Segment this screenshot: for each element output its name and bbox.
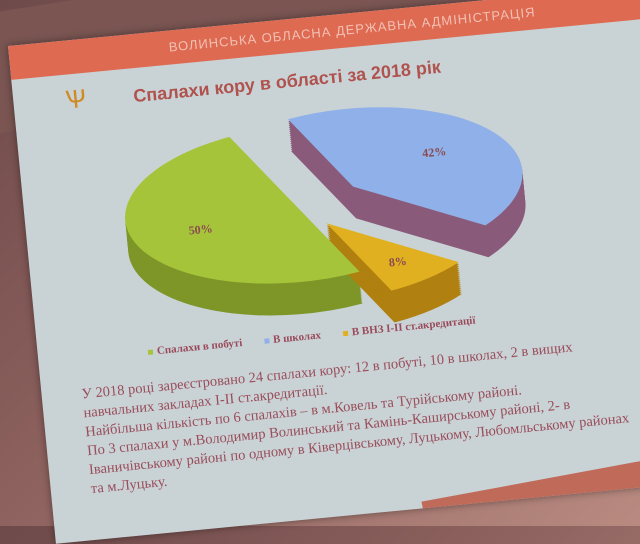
legend-swatch — [147, 349, 154, 355]
slice-universities — [326, 223, 459, 291]
trident-icon: Ѱ — [63, 82, 88, 115]
data-label: 42% — [422, 144, 447, 160]
presentation-slide: ВОЛИНСЬКА ОБЛАСНА ДЕРЖАВНА АДМІНІСТРАЦІЯ… — [8, 0, 640, 544]
data-label: 50% — [188, 221, 213, 237]
pie-chart: 50% 42% 8% — [125, 107, 526, 323]
legend-swatch — [342, 330, 349, 337]
slice-schools — [288, 107, 523, 226]
legend-swatch — [263, 338, 270, 344]
slice-home — [125, 136, 360, 284]
data-label: 8% — [388, 254, 407, 270]
slide-body-text: У 2018 році зареєстровано 24 спалахи кор… — [81, 334, 632, 499]
